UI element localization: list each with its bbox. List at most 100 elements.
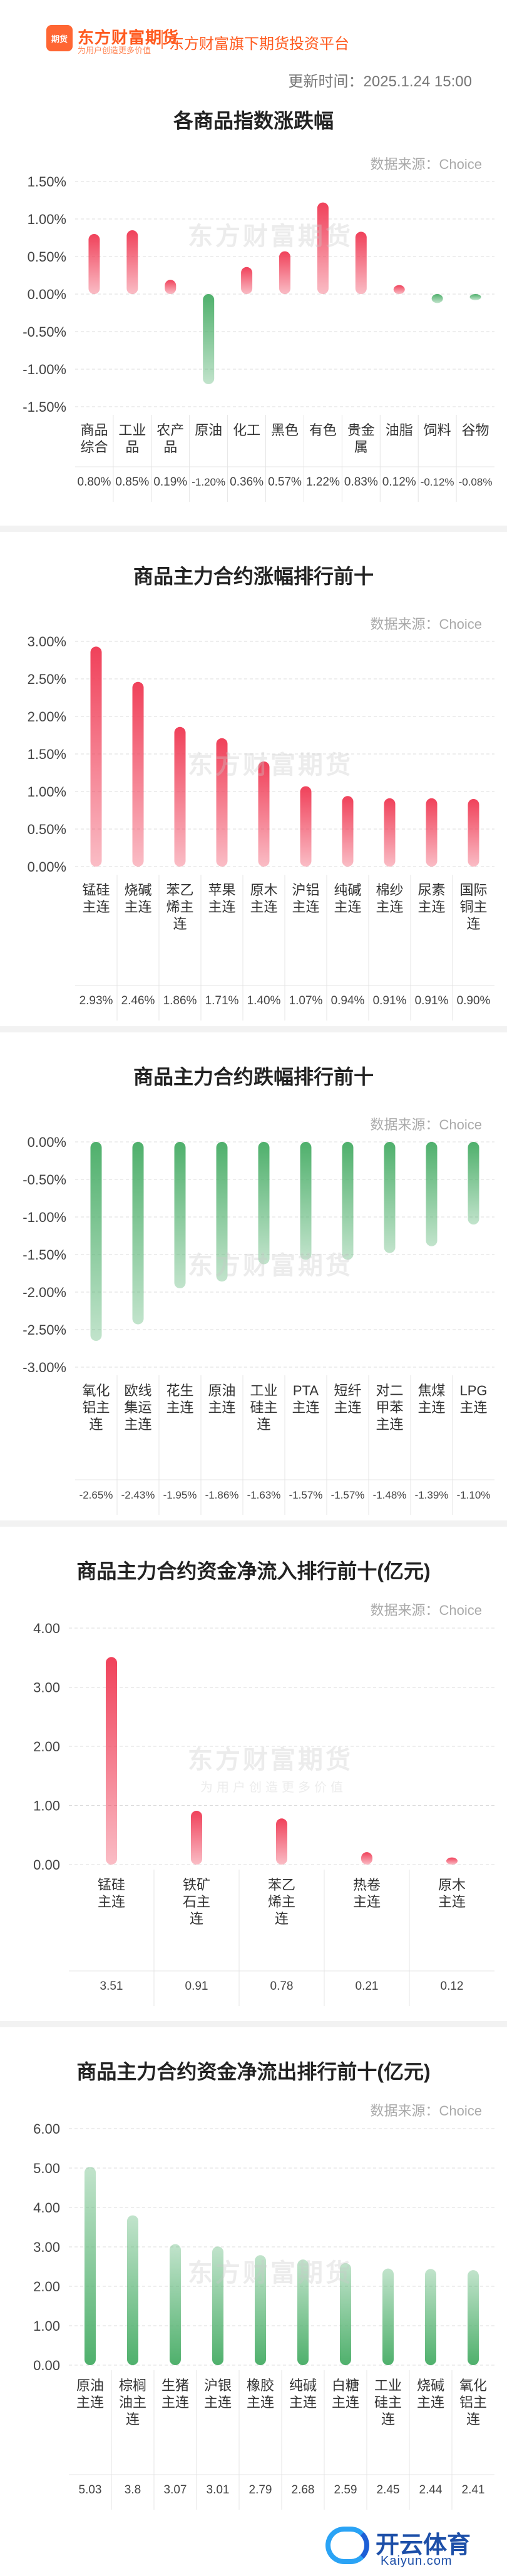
data-value-label: 2.93%	[79, 994, 113, 1007]
y-tick-label: 0.00%	[28, 287, 66, 302]
x-category-label: 谷物	[462, 422, 489, 438]
section-divider	[0, 1520, 507, 1527]
x-category-label: 主连	[334, 1400, 361, 1415]
x-category-label: 氧化	[459, 2378, 487, 2393]
x-category-label: 贵金	[347, 422, 375, 438]
y-tick-label: -1.00%	[23, 1209, 66, 1225]
x-category-label: 主连	[417, 899, 445, 915]
x-category-label: 主连	[376, 1417, 403, 1432]
x-category-label: 工业	[374, 2378, 402, 2393]
kaiyun-name: 开云体育	[376, 2532, 471, 2558]
bar	[126, 230, 138, 294]
bar	[446, 1857, 458, 1865]
x-category-label: 烧碱	[417, 2378, 444, 2393]
data-value-label: -1.20%	[192, 476, 225, 488]
data-value-label: 0.21	[356, 1980, 379, 1993]
data-value-label: 0.83%	[344, 476, 378, 489]
data-value-label: 0.90%	[457, 994, 491, 1007]
bar	[106, 1657, 117, 1865]
x-category-label: 硅主	[374, 2395, 402, 2410]
x-category-label: 棕榈	[119, 2378, 146, 2393]
bar	[469, 294, 481, 300]
y-tick-label: 0.00	[33, 2358, 60, 2373]
data-value-label: 1.40%	[247, 994, 281, 1007]
data-value-label: 1.07%	[289, 994, 323, 1007]
x-category-label: 商品	[80, 422, 108, 438]
platform-label: 东方财富旗下期货投资平台	[169, 36, 349, 53]
y-tick-label: 0.00	[33, 1857, 60, 1873]
y-tick-label: 2.00	[33, 2279, 60, 2294]
x-category-label: 主连	[376, 899, 403, 915]
bar	[165, 280, 177, 294]
data-value-label: 0.91	[185, 1980, 208, 1993]
data-value-label: 2.68	[292, 2483, 315, 2497]
x-category-label: 原油	[208, 1383, 235, 1398]
chart-title: 商品主力合约涨幅排行前十	[133, 565, 374, 588]
data-value-label: -1.63%	[247, 1489, 281, 1501]
x-category-label: 主连	[417, 2395, 444, 2410]
bar	[426, 1142, 438, 1246]
x-category-label: 主连	[459, 1400, 487, 1415]
data-value-label: 0.91%	[415, 994, 449, 1007]
kaiyun-domain: Kaiyun.com	[381, 2554, 453, 2568]
y-tick-label: -0.50%	[23, 1172, 66, 1188]
x-category-label: 生猪	[161, 2378, 189, 2393]
x-category-label: 锰硅	[98, 1877, 125, 1893]
x-category-label: 主连	[204, 2395, 232, 2410]
x-category-label: 连	[466, 916, 480, 932]
bar	[431, 294, 443, 303]
bar	[361, 1852, 372, 1865]
x-category-label: 集运	[124, 1400, 151, 1415]
bar	[276, 1818, 287, 1865]
x-category-label: 主连	[247, 2395, 274, 2410]
x-category-label: 油脂	[386, 422, 413, 438]
y-tick-label: 1.00	[33, 1798, 60, 1814]
bar	[241, 267, 253, 294]
chart-panel-top-gainers: 商品主力合约涨幅排行前十 数据来源：Choice 3.00% 2.50% 2.00%…	[0, 532, 507, 1026]
x-category-label: LPG	[459, 1383, 487, 1398]
y-tick-label: 0.50%	[28, 249, 66, 265]
kaiyun-logo: 开云体育 Kaiyun.com	[325, 2522, 488, 2572]
y-tick-label: 4.00	[33, 1621, 60, 1636]
data-value-label: 0.57%	[268, 476, 302, 489]
bar	[342, 1142, 354, 1260]
y-tick-label: -1.50%	[23, 1247, 66, 1263]
data-value-label: 0.80%	[78, 476, 111, 489]
x-category-label: 纯碱	[334, 882, 361, 898]
x-category-label: 苯乙	[166, 882, 193, 898]
data-value-label: -2.43%	[121, 1489, 155, 1501]
chart-title: 各商品指数涨跌幅	[173, 109, 334, 132]
bar	[384, 1142, 396, 1253]
data-value-label: 0.12%	[382, 476, 416, 489]
x-category-label: 主连	[124, 1417, 151, 1432]
x-category-label: 主连	[208, 1400, 235, 1415]
bar	[425, 2269, 436, 2365]
x-category-label: 主连	[289, 2395, 317, 2410]
data-value-label: -2.65%	[79, 1489, 113, 1501]
bar	[174, 726, 186, 867]
data-value-label: 0.78	[270, 1980, 294, 1993]
x-category-label: 连	[257, 1417, 270, 1432]
y-tick-label: 0.50%	[28, 822, 66, 837]
x-category-label: 黑色	[271, 422, 299, 438]
bar	[468, 799, 479, 867]
data-value-label: 0.91%	[373, 994, 407, 1007]
x-category-label: 工业	[250, 1383, 277, 1398]
section-divider	[0, 526, 507, 532]
x-category-label: 主连	[82, 899, 110, 915]
x-category-label: 铝主	[459, 2395, 487, 2410]
data-value-label: 3.01	[207, 2483, 230, 2497]
x-category-label: 有色	[309, 422, 337, 438]
x-category-label: 铜主	[459, 899, 487, 915]
data-value-label: 0.12	[441, 1980, 464, 1993]
chart-source: 数据来源：Choice	[370, 616, 482, 632]
chart-panel-net-inflow: 商品主力合约资金净流入排行前十(亿元) 数据来源：Choice 4.00 3.00…	[0, 1527, 507, 2021]
x-category-label: 饲料	[424, 422, 451, 438]
data-value-label: -1.57%	[289, 1489, 323, 1501]
brand-divider	[161, 30, 163, 49]
x-category-label: 烯主	[268, 1894, 295, 1910]
data-value-label: -1.57%	[331, 1489, 365, 1501]
